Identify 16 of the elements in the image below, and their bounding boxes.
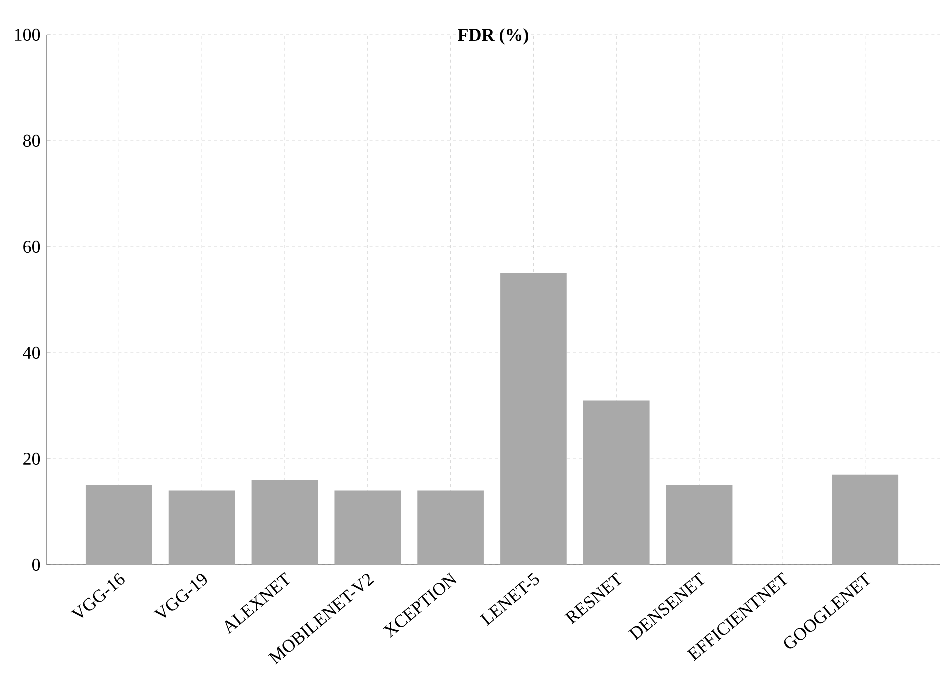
bar (86, 486, 152, 565)
bar (583, 400, 650, 565)
bar (252, 480, 318, 565)
bar (334, 490, 402, 565)
y-tick-label: 80 (23, 134, 40, 148)
y-tick-label: 40 (23, 346, 40, 360)
chart-title: FDR (%) (458, 28, 528, 45)
y-tick-label: 60 (24, 240, 40, 254)
y-tick-label: 20 (24, 452, 40, 466)
bar (666, 486, 733, 565)
bar (418, 490, 484, 565)
bar (168, 490, 236, 565)
y-tick-label: 100 (15, 28, 40, 42)
bar (500, 273, 567, 565)
bar (832, 474, 899, 565)
y-tick-label: 0 (32, 558, 40, 572)
